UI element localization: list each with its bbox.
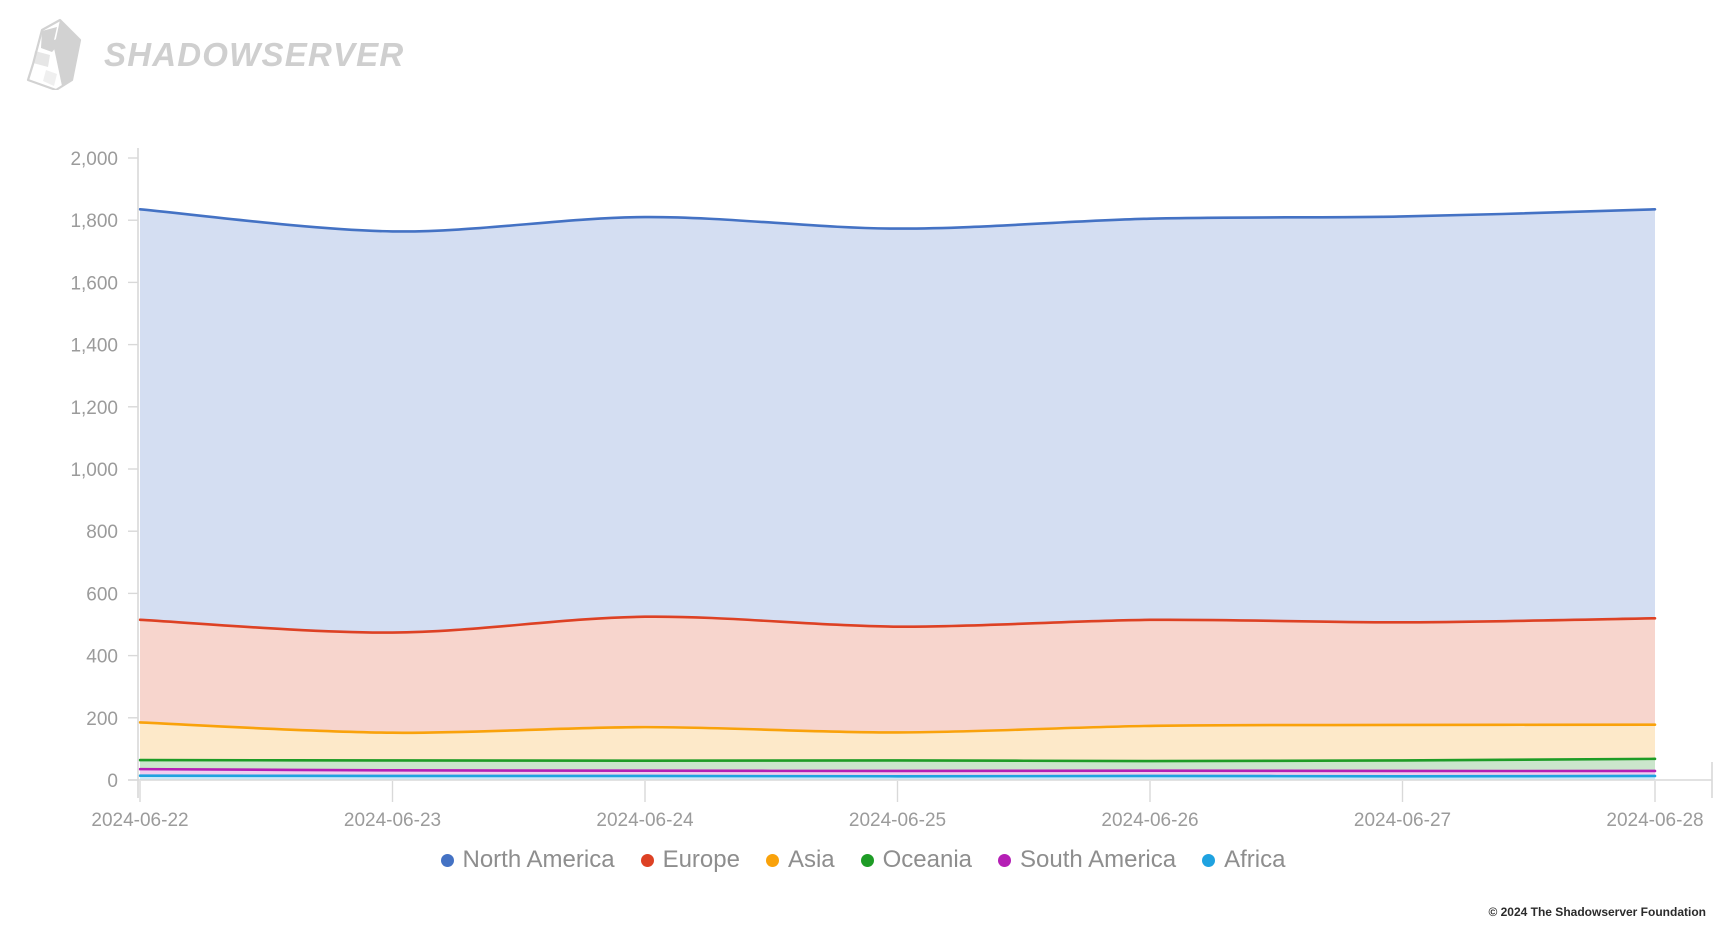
y-tick-label: 600: [86, 584, 118, 605]
legend-color-dot-icon: [765, 853, 779, 867]
legend-item-europe[interactable]: Europe: [640, 846, 740, 873]
legend-item-label: Oceania: [882, 846, 973, 873]
line-africa: [138, 774, 1657, 778]
y-tick-label: 1,800: [70, 211, 118, 232]
x-tick-label: 2024-06-28: [1606, 810, 1703, 831]
y-tick-label: 1,200: [70, 398, 118, 419]
y-tick-label: 1,000: [70, 460, 118, 481]
legend-item-label: North America: [462, 846, 615, 873]
x-axis-labels: 2024-06-22 2024-06-23 2024-06-24 2024-06-25…: [91, 810, 1703, 831]
legend-item-label: Africa: [1224, 846, 1286, 873]
legend-color-dot-icon: [640, 853, 654, 867]
line-south-america: [138, 767, 1657, 773]
line-north-america: [138, 208, 1657, 233]
legend-item-south-america[interactable]: South America: [998, 848, 1176, 872]
x-tick-label: 2024-06-23: [344, 810, 441, 831]
y-tick-label: 1,600: [70, 273, 118, 294]
copyright-text: © 2024 The Shadowserver Foundation: [1488, 905, 1706, 919]
y-tick-label: 200: [86, 709, 118, 730]
x-tick-label: 2024-06-26: [1101, 810, 1198, 831]
shadowserver-logo: SHADOWSERVER: [24, 18, 404, 90]
axis-lines: [128, 148, 1713, 798]
legend-item-asia[interactable]: Asia: [765, 846, 835, 873]
x-tick-label: 2024-06-24: [596, 810, 694, 831]
shadowserver-logo-icon: [24, 18, 90, 90]
legend-item-oceania[interactable]: Oceania: [860, 846, 973, 873]
legend-item-label: Asia: [787, 846, 835, 873]
legend-item-label: South America: [1020, 846, 1177, 873]
y-tick-label: 800: [86, 522, 118, 543]
series-lines: [138, 208, 1657, 778]
legend-item-label: Europe: [662, 846, 740, 873]
legend-color-dot-icon: [860, 853, 874, 867]
y-tick-label: 2,000: [70, 149, 118, 170]
y-tick-label: 400: [86, 647, 118, 668]
series-areas: [140, 209, 1655, 780]
legend-item-africa[interactable]: Africa: [1202, 848, 1285, 872]
x-tick-label: 2024-06-22: [91, 810, 188, 831]
line-asia: [138, 721, 1657, 735]
y-tick-label: 1,400: [70, 336, 118, 357]
x-tick-label: 2024-06-27: [1354, 810, 1451, 831]
y-axis-ticks: [128, 157, 138, 781]
legend-item-north-america[interactable]: North America: [440, 846, 615, 873]
legend-color-dot-icon: [998, 853, 1012, 867]
chart-legend: North America Europe Asia Oceania South Amer…: [0, 848, 1726, 872]
legend-color-dot-icon: [1202, 853, 1216, 867]
legend-color-dot-icon: [440, 853, 454, 867]
brand-name: SHADOWSERVER: [104, 35, 405, 73]
y-axis-labels: 0 200 400 600 800 1,000 1,200 1,400 1,600 1,800 2,…: [70, 149, 118, 792]
x-axis-ticks: [139, 781, 1656, 802]
y-tick-label: 0: [107, 771, 118, 792]
line-oceania: [138, 757, 1657, 763]
line-europe: [138, 615, 1657, 634]
x-tick-label: 2024-06-25: [849, 810, 946, 831]
